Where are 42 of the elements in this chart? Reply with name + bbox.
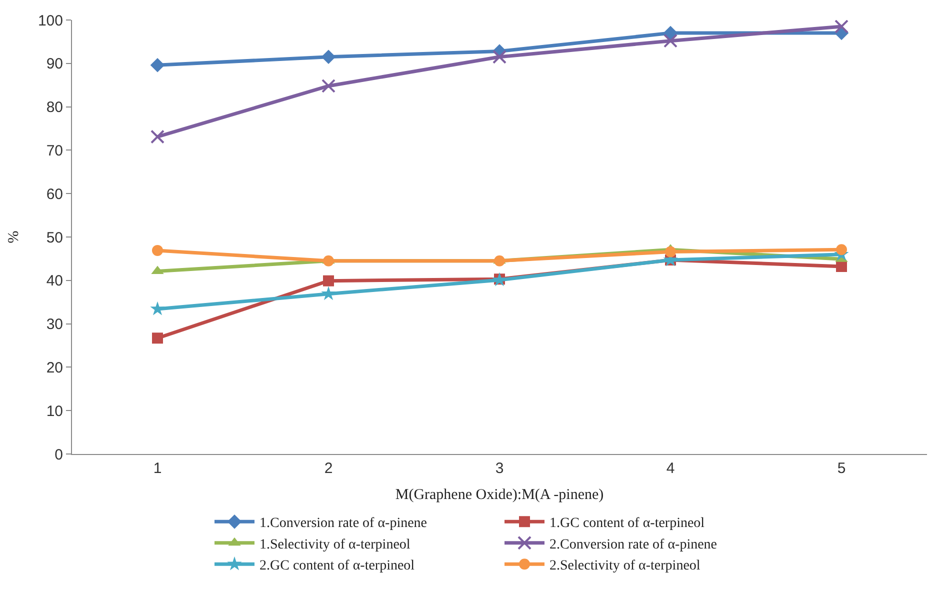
point <box>150 301 165 316</box>
point <box>836 261 847 272</box>
legend-label: 1.Selectivity of α-terpineol <box>260 537 410 552</box>
legend-label: 1.Conversion rate of α-pinene <box>260 516 428 532</box>
y-tick-label: 0 <box>54 446 63 464</box>
y-tick-label: 30 <box>46 316 63 334</box>
point <box>152 244 163 256</box>
y-axis-title: % <box>6 230 22 244</box>
point <box>150 130 164 144</box>
y-tick-label: 40 <box>46 272 63 290</box>
point <box>492 50 506 64</box>
y-tick-label: 10 <box>46 402 63 420</box>
x-tick-label: 5 <box>837 460 846 477</box>
point <box>663 26 678 40</box>
y-tick-label: 70 <box>46 142 63 160</box>
x-axis-title: M(Graphene Oxide):M(A -pinene) <box>395 487 604 503</box>
x-tick-label: 2 <box>324 460 333 477</box>
y-tick-label: 50 <box>46 229 63 246</box>
point <box>152 332 163 344</box>
point <box>494 255 505 266</box>
point <box>321 50 336 64</box>
point <box>322 78 336 93</box>
legend-label: 1.GC content of α-terpineol <box>550 516 705 532</box>
point <box>150 58 165 72</box>
y-tick-label: 20 <box>46 359 63 376</box>
y-tick-label: 80 <box>46 99 63 116</box>
y-tick-label: 90 <box>46 56 63 73</box>
x-tick-label: 3 <box>495 460 504 477</box>
y-tick-label: 60 <box>46 186 63 203</box>
legend-label: 2.Selectivity of α-terpineol <box>550 558 700 574</box>
x-tick-label: 1 <box>153 460 162 477</box>
legend-label: 2.Conversion rate of α-pinene <box>550 537 718 552</box>
y-tick-label: 100 <box>38 12 63 30</box>
legend-label: 2.GC content of α-terpineol <box>260 558 415 574</box>
point <box>836 244 847 256</box>
point <box>321 286 336 300</box>
x-tick-label: 4 <box>666 460 675 477</box>
point <box>834 20 848 34</box>
point <box>665 246 676 258</box>
point <box>323 255 334 266</box>
point <box>664 34 678 48</box>
point <box>323 275 334 286</box>
